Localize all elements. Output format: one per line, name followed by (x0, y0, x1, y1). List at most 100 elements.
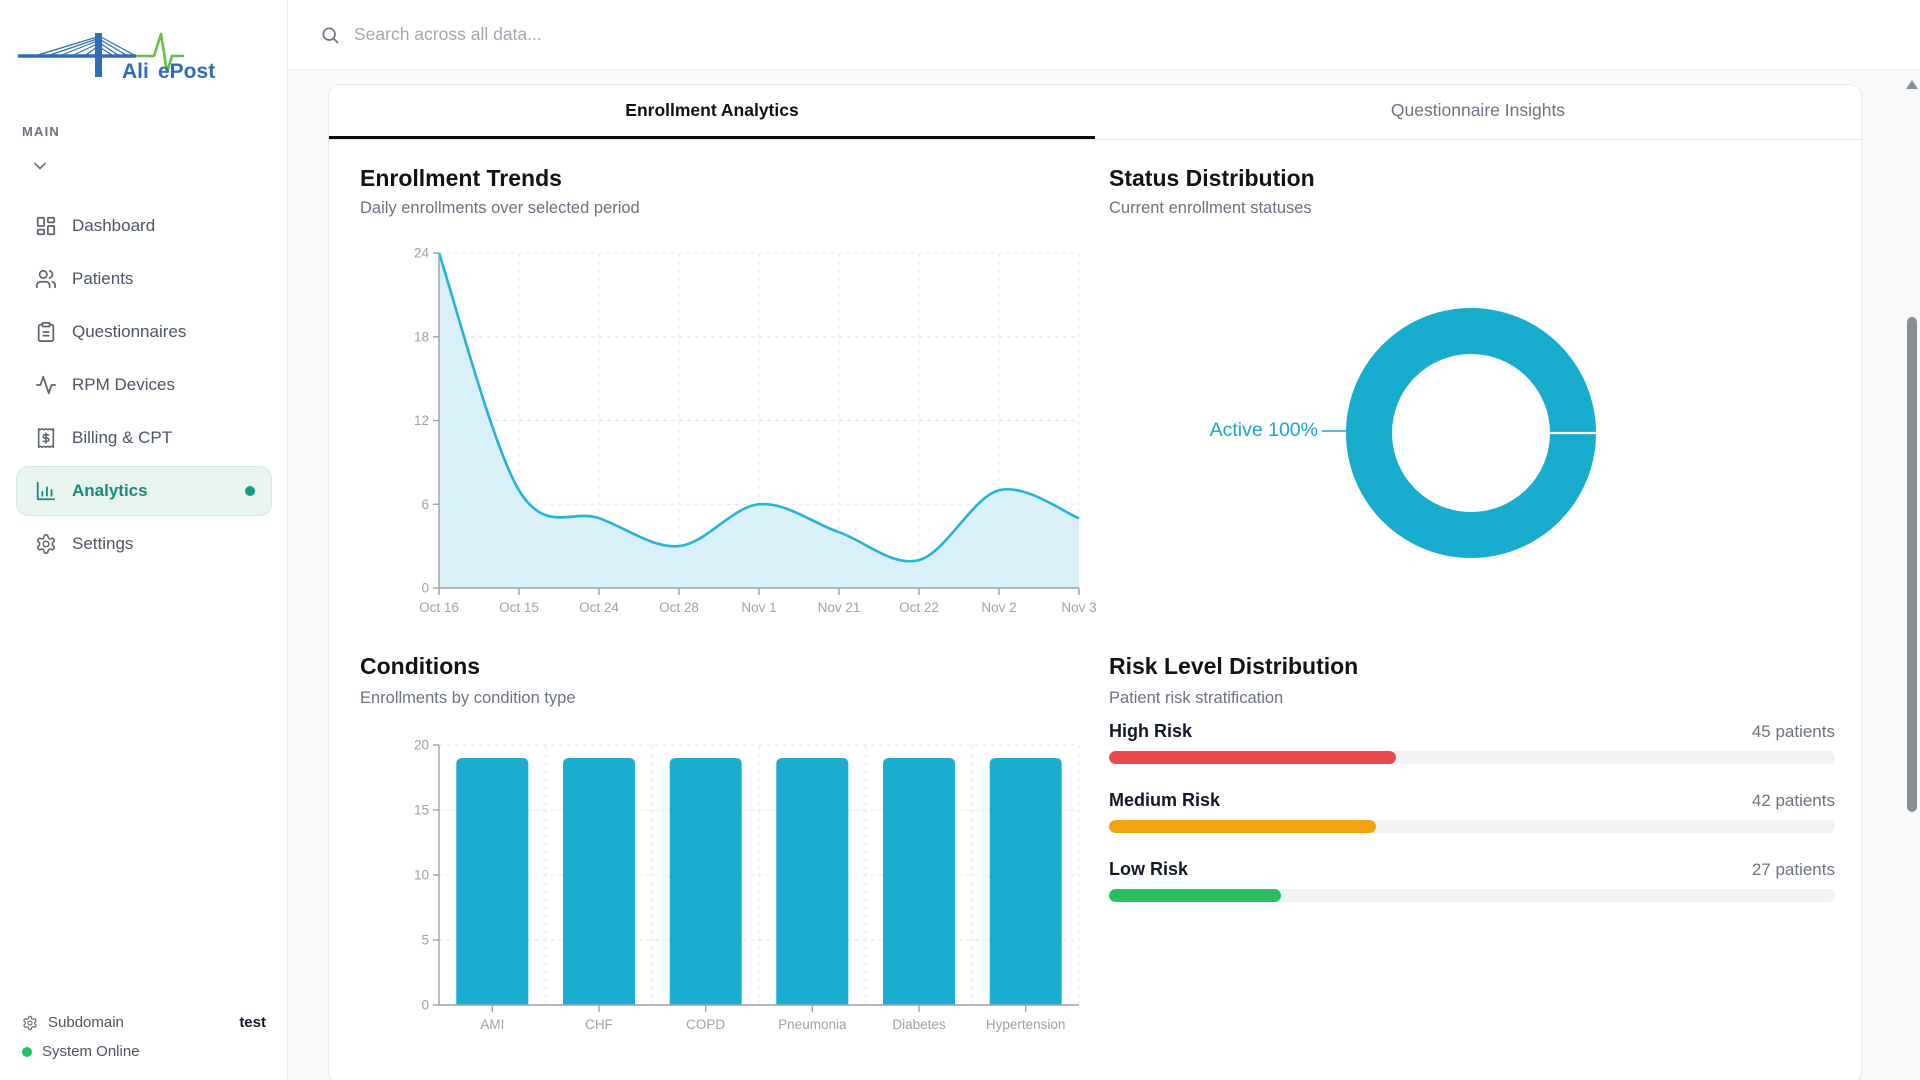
sidebar-item-billing-cpt[interactable]: Billing & CPT (16, 413, 272, 463)
svg-text:5: 5 (421, 933, 429, 948)
dashboard-icon (35, 215, 57, 237)
svg-text:Hypertension: Hypertension (986, 1017, 1066, 1032)
svg-text:AMI: AMI (480, 1017, 504, 1032)
sidebar: Ali ePost MAIN Dashboard Patients Questi… (0, 0, 288, 1080)
svg-text:Nov 21: Nov 21 (818, 600, 861, 615)
sidebar-item-label: Billing & CPT (72, 428, 173, 447)
brand-logo: Ali ePost (16, 20, 228, 91)
risk-progress-fill (1109, 820, 1377, 833)
sidebar-item-label: Analytics (72, 481, 148, 500)
svg-text:0: 0 (421, 581, 429, 596)
receipt-dollar-icon (35, 427, 57, 449)
system-status-label: System Online (42, 1043, 140, 1060)
sidebar-item-settings[interactable]: Settings (16, 519, 272, 569)
risk-progress-fill (1109, 751, 1396, 764)
risk-row: Medium Risk 42 patients (1109, 790, 1835, 833)
patients-icon (35, 268, 57, 290)
brand-name-left: Ali (122, 60, 149, 83)
chevron-down-icon[interactable] (30, 156, 50, 181)
risk-row-label: Medium Risk (1109, 790, 1221, 810)
risk-row-value: 42 patients (1751, 791, 1835, 810)
analytics-tabbar: Enrollment Analytics Questionnaire Insig… (329, 85, 1861, 140)
svg-text:Nov 3: Nov 3 (1061, 600, 1096, 615)
sidebar-item-label: Patients (72, 269, 134, 288)
online-status-dot (22, 1046, 32, 1057)
risk-progress-track (1109, 751, 1835, 764)
risk-progress-track (1109, 820, 1835, 833)
sidebar-item-questionnaires[interactable]: Questionnaires (16, 307, 272, 357)
sidebar-footer: Subdomain test System Online (0, 1008, 288, 1066)
tab-enrollment-analytics[interactable]: Enrollment Analytics (329, 85, 1095, 139)
sidebar-item-rpm-devices[interactable]: RPM Devices (16, 360, 272, 410)
svg-text:Nov 1: Nov 1 (741, 600, 776, 615)
risk-progress-fill (1109, 889, 1282, 902)
brand-name-right: ePost (158, 60, 215, 83)
tab-questionnaire-insights[interactable]: Questionnaire Insights (1390, 100, 1566, 120)
svg-text:24: 24 (414, 246, 430, 261)
status-distribution-title: Status Distribution (1109, 165, 1315, 191)
scroll-up-arrow-icon[interactable] (1906, 80, 1918, 89)
sidebar-item-label: Settings (72, 534, 134, 553)
sidebar-item-patients[interactable]: Patients (16, 254, 272, 304)
bridge-heartbeat-logo-icon: Ali ePost (18, 32, 215, 83)
sidebar-item-label: RPM Devices (72, 375, 175, 394)
sidebar-item-analytics[interactable]: Analytics (16, 466, 272, 516)
svg-text:Oct 15: Oct 15 (499, 600, 539, 615)
svg-text:COPD: COPD (686, 1017, 725, 1032)
analytics-card: Enrollment Analytics Questionnaire Insig… (328, 84, 1862, 1080)
risk-row-label: Low Risk (1109, 859, 1189, 879)
risk-progress-track (1109, 889, 1835, 902)
svg-text:15: 15 (414, 803, 429, 818)
svg-text:18: 18 (414, 329, 429, 344)
conditions-title: Conditions (360, 653, 481, 679)
svg-text:Oct 22: Oct 22 (899, 600, 939, 615)
risk-distribution-subtitle: Patient risk stratification (1109, 689, 1284, 707)
risk-rows: High Risk 45 patients Medium Risk 42 pat… (1109, 721, 1835, 928)
risk-row-label: High Risk (1109, 721, 1193, 741)
sidebar-nav: Dashboard Patients Questionnaires RPM De… (0, 198, 288, 572)
risk-row: High Risk 45 patients (1109, 721, 1835, 764)
conditions-subtitle: Enrollments by condition type (360, 689, 576, 707)
gear-icon (35, 533, 57, 555)
svg-text:Oct 28: Oct 28 (659, 600, 699, 615)
risk-distribution-title: Risk Level Distribution (1109, 653, 1359, 679)
svg-text:CHF: CHF (585, 1017, 613, 1032)
system-status-row: System Online (0, 1037, 288, 1066)
scrollbar-thumb[interactable] (1907, 317, 1917, 812)
svg-text:Oct 16: Oct 16 (419, 600, 459, 615)
vertical-scrollbar[interactable] (1904, 70, 1920, 1080)
gear-icon (22, 1015, 38, 1031)
svg-text:Oct 24: Oct 24 (579, 600, 619, 615)
subdomain-value: test (239, 1014, 266, 1031)
active-indicator-dot (245, 486, 255, 496)
search-input[interactable] (354, 24, 1254, 45)
svg-text:10: 10 (414, 868, 429, 883)
svg-text:0: 0 (421, 998, 429, 1013)
svg-text:20: 20 (414, 738, 429, 753)
svg-text:Active 100%: Active 100% (1210, 419, 1318, 441)
activity-pulse-icon (35, 374, 57, 396)
sidebar-section-label: MAIN (22, 124, 61, 139)
sidebar-item-label: Questionnaires (72, 322, 187, 341)
svg-text:12: 12 (414, 413, 429, 428)
conditions-bar-chart: 0 5 10 15 20 AMI CHF COPD Pneumonia Diabetes Hyper… (414, 738, 1080, 1032)
svg-text:Nov 2: Nov 2 (981, 600, 1016, 615)
subdomain-row[interactable]: Subdomain test (0, 1008, 288, 1037)
enrollment-trends-chart: 0 6 12 18 24 Oct 16 Oct 15 Oct 24 Oct 28 Nov 1 Nov… (414, 246, 1097, 616)
svg-text:6: 6 (421, 497, 429, 512)
risk-row: Low Risk 27 patients (1109, 859, 1835, 902)
clipboard-icon (35, 321, 57, 343)
enrollment-trends-title: Enrollment Trends (360, 165, 562, 191)
svg-text:Diabetes: Diabetes (892, 1017, 946, 1032)
search-icon (320, 25, 340, 45)
risk-row-value: 45 patients (1751, 722, 1835, 741)
sidebar-item-dashboard[interactable]: Dashboard (16, 201, 272, 251)
enrollment-trends-subtitle: Daily enrollments over selected period (360, 199, 640, 217)
top-search-bar (288, 0, 1920, 70)
risk-row-value: 27 patients (1751, 860, 1835, 879)
subdomain-label: Subdomain (48, 1014, 124, 1031)
status-distribution-subtitle: Current enrollment statuses (1109, 199, 1312, 217)
bar-chart-icon (35, 480, 57, 502)
svg-text:Pneumonia: Pneumonia (778, 1017, 847, 1032)
status-distribution-donut-chart: Active 100% (1210, 308, 1598, 558)
